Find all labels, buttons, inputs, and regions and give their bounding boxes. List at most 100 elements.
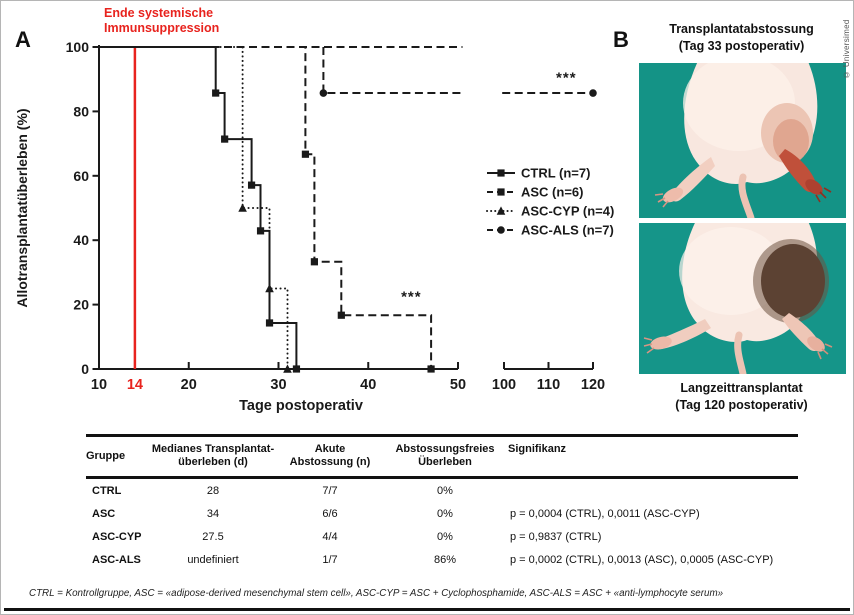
right-toes (817, 343, 833, 360)
cell-signif: p = 0,0002 (CTRL), 0,0013 (ASC), 0,0005 … (510, 553, 774, 566)
cell-group: ASC-CYP (92, 530, 142, 543)
table-body: CTRL 28 7/7 0% ASC 34 6/6 0% p = 0,0004 … (86, 479, 798, 571)
series-asc (99, 46, 435, 373)
data-marker-square (497, 169, 505, 177)
cell-free: 0% (437, 507, 453, 520)
series-asc-cyp (98, 46, 292, 373)
header-akute: Akute Abstossung (n) (278, 443, 382, 469)
left-toes (643, 337, 655, 354)
cell-median: undefiniert (187, 553, 239, 566)
rat-photo-rejection (639, 63, 846, 218)
panel-b-label: B (613, 27, 629, 52)
x-axis-title: Tage postoperativ (239, 398, 363, 414)
data-marker-triangle (238, 203, 247, 212)
cell-signif: p = 0,9837 (CTRL) (510, 530, 602, 543)
series-ctrl (99, 46, 301, 373)
header-akute-line1: Akute (314, 443, 346, 455)
cell-free: 0% (437, 530, 453, 543)
panel-a-label: A (15, 27, 31, 52)
y-tick-label: 60 (73, 168, 89, 184)
header-signifikanz: Signifikanz (508, 443, 567, 455)
tail (734, 331, 747, 374)
cell-signif: p = 0,0004 (CTRL), 0,0011 (ASC-CYP) (510, 507, 700, 520)
header-abstossungsfreies-line2: Überleben (418, 456, 472, 468)
results-table: Gruppe Medianes Transplantat- überleben … (86, 434, 798, 571)
legend-label: ASC-ALS (n=7) (521, 223, 614, 238)
y-tick-label: 20 (73, 297, 89, 313)
legend-label: ASC (n=6) (521, 185, 583, 200)
x-tick-label: 20 (181, 377, 197, 393)
x-tick-label: 110 (537, 377, 560, 393)
donor-fur-patch (761, 244, 825, 318)
cell-group: ASC-ALS (92, 553, 141, 566)
x-tick-label: 50 (450, 377, 466, 393)
y-tick-label: 40 (73, 232, 89, 248)
series-line (322, 47, 463, 94)
cell-median: 27.5 (202, 530, 224, 543)
cell-acute: 4/4 (322, 530, 338, 543)
data-marker-triangle (265, 283, 274, 293)
data-marker-square (247, 181, 256, 189)
y-axis-title: Allotransplantatüberleben (%) (14, 108, 30, 307)
photo2-caption-line1: Langzeittransplantat (680, 381, 803, 395)
data-marker-triangle (283, 364, 292, 373)
legend-label: ASC-CYP (n=4) (521, 204, 614, 219)
data-marker-triangle (496, 206, 506, 215)
table-row: CTRL 28 7/7 0% (86, 479, 798, 502)
left-toes (654, 193, 669, 208)
x-tick-label: 30 (270, 377, 286, 393)
data-marker-square (265, 319, 274, 327)
event-label-line: Immunsuppression (104, 21, 219, 35)
cell-median: 28 (206, 484, 220, 497)
cell-acute: 1/7 (322, 553, 338, 566)
legend-label: CTRL (n=7) (521, 166, 590, 181)
photo1-title: Transplantatabstossung (Tag 33 postopera… (637, 21, 846, 55)
cell-free: 0% (437, 484, 453, 497)
event-label-line: Ende systemische (104, 6, 213, 20)
significance-stars: *** (556, 69, 577, 86)
data-marker-square (212, 89, 220, 97)
rat-photo-longterm (639, 223, 846, 374)
photo2-caption: Langzeittransplantat (Tag 120 postoperat… (637, 380, 846, 414)
data-marker-circle (497, 226, 505, 234)
photo1-title-line2: (Tag 33 postoperativ) (678, 39, 805, 53)
table-header-row: Gruppe Medianes Transplantat- überleben … (86, 434, 798, 479)
data-marker-square (221, 135, 229, 143)
y-axis: 0 20 40 60 80 100 Allotransplantatüberleben (%… (14, 39, 100, 377)
data-marker-square (292, 365, 301, 373)
data-marker-square (427, 365, 435, 373)
x-tick-label: 100 (492, 377, 516, 393)
series-line (99, 46, 433, 369)
table-row: ASC-CYP 27.5 4/4 0% p = 0,9837 (CTRL) (86, 525, 798, 548)
data-marker-circle (589, 89, 597, 97)
right-foot (807, 336, 825, 352)
header-medianes: Medianes Transplantat- überleben (d) (148, 443, 278, 469)
header-medianes-line1: Medianes Transplantat- (151, 443, 275, 455)
header-gruppe: Gruppe (86, 449, 126, 462)
cell-group: CTRL (92, 484, 122, 497)
table-row: ASC 34 6/6 0% p = 0,0004 (CTRL), 0,0011 … (86, 502, 798, 525)
copyright-notice: © Universimed (842, 19, 851, 79)
left-foot (650, 336, 672, 350)
header-abstossungsfreies: Abstossungsfreies Überleben (382, 443, 508, 469)
legend: CTRL (n=7) ASC (n=6) ASC-CYP (n=4) ASC-ALS … (486, 166, 614, 238)
series-asc-als (99, 46, 597, 97)
reddened-hip-area (773, 119, 809, 163)
photo2-caption-line2: (Tag 120 postoperativ) (675, 398, 808, 412)
data-marker-square (497, 188, 505, 196)
left-foot (662, 187, 684, 203)
x-axis: 10 20 30 40 50 100 110 120 Tage postoperativ (91, 362, 605, 414)
photo1-title-line1: Transplantatabstossung (669, 22, 814, 36)
header-akute-line2: Abstossung (n) (289, 456, 371, 468)
event-tick-label: 14 (127, 377, 143, 393)
x-tick-label: 10 (91, 377, 107, 393)
cell-free: 86% (433, 553, 457, 566)
cell-median: 34 (206, 507, 220, 520)
survival-chart: 0 20 40 60 80 100 Allotransplantatüberleben (%… (14, 6, 614, 414)
table-footnote: CTRL = Kontrollgruppe, ASC = «adipose-de… (29, 588, 724, 599)
cell-acute: 7/7 (322, 484, 338, 497)
data-marker-square (301, 150, 310, 158)
header-medianes-line2: überleben (d) (178, 456, 248, 468)
